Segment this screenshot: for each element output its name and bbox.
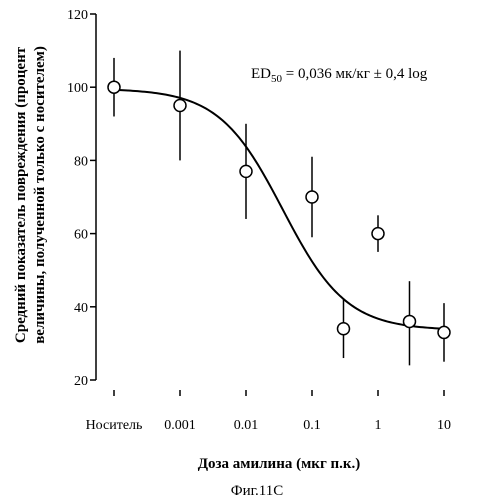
ed50-annotation-suffix: = 0,036 мк/кг ± 0,4 log (282, 66, 428, 82)
y-tick-label-80: 80 (74, 154, 88, 169)
error-bars (113, 50, 445, 366)
data-point-7 (437, 325, 451, 340)
data-point-0 (107, 80, 121, 94)
figure-caption: Фиг.11С (231, 483, 284, 499)
x-tick-label-4: 1 (375, 418, 382, 433)
x-tick-label-0: Носитель (86, 418, 143, 433)
data-point-5 (371, 226, 385, 241)
data-point-2 (239, 164, 253, 179)
y-tick-label-60: 60 (74, 228, 88, 243)
ticks: 20 40 60 80 100 120 Носитель 0.001 0.01 0.1 1 10 (67, 8, 451, 433)
x-tick-label-3: 0.1 (303, 418, 321, 433)
x-tick-label-5: 10 (437, 418, 451, 433)
y-tick-label-40: 40 (74, 301, 88, 316)
x-tick-label-1: 0.001 (164, 418, 196, 433)
data-point-3 (305, 190, 319, 204)
data-point-6 (402, 314, 417, 329)
fit-curve (113, 88, 445, 330)
ed50-annotation: ED50 = 0,036 мк/кг ± 0,4 log (251, 66, 428, 85)
data-points (107, 80, 451, 340)
y-tick-label-100: 100 (67, 81, 88, 96)
ed50-annotation-subscript: 50 (271, 73, 283, 85)
data-point-1 (173, 98, 187, 113)
y-axis-title-line2: величины, полученной только с носителем) (32, 46, 48, 344)
x-axis-title: Доза амилина (мкг п.к.) (198, 456, 361, 472)
x-tick-label-2: 0.01 (234, 418, 259, 433)
ed50-annotation-prefix: ED (251, 66, 271, 82)
y-axis-title-line1: Средний показатель повреждения (процент (13, 46, 29, 343)
y-tick-label-20: 20 (74, 374, 88, 389)
data-point-4 (336, 322, 351, 336)
y-tick-label-120: 120 (67, 8, 88, 23)
